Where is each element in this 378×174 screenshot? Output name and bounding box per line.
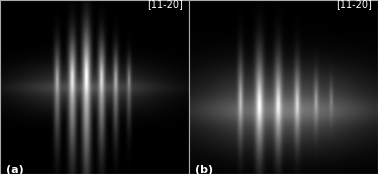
- Text: (b): (b): [195, 165, 213, 174]
- Text: (a): (a): [6, 165, 23, 174]
- Text: [11-20]: [11-20]: [336, 0, 372, 9]
- Text: [11-20]: [11-20]: [147, 0, 183, 9]
